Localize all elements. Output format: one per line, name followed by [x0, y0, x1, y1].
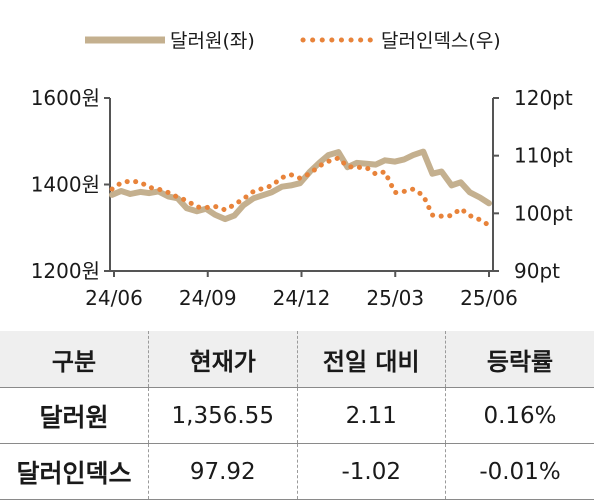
legend-label-usdkrw: 달러원(좌): [170, 30, 255, 52]
x-tick-label: 25/06: [460, 286, 518, 310]
left-tick-label: 1200원: [31, 259, 100, 283]
summary-table: 구분 현재가 전일 대비 등락률 달러원 1,356.55 2.11 0.16%…: [0, 331, 594, 500]
table-header-row: 구분 현재가 전일 대비 등락률: [0, 331, 594, 388]
header-category: 구분: [0, 331, 149, 388]
right-tick-label: 110pt: [514, 144, 573, 168]
cell-current-price: 1,356.55: [149, 388, 298, 444]
cell-current-price: 97.92: [149, 444, 298, 500]
legend: 달러원(좌) 달러인덱스(우): [85, 30, 501, 52]
exchange-rate-chart: 달러원(좌) 달러인덱스(우) 1200원 1400원 1600원 90pt 100p…: [0, 0, 594, 325]
x-tick-label: 24/12: [273, 286, 331, 310]
series-line-usdkrw: [112, 152, 489, 220]
cell-day-change: 2.11: [297, 388, 446, 444]
right-tick-label: 120pt: [514, 86, 573, 110]
table-row: 달러원 1,356.55 2.11 0.16%: [0, 388, 594, 444]
left-axis-ticks: 1200원 1400원 1600원: [31, 86, 110, 283]
x-tick-label: 24/09: [179, 286, 237, 310]
right-axis-ticks: 90pt 100pt 110pt 120pt: [493, 86, 573, 283]
cell-change-rate: -0.01%: [446, 444, 594, 500]
series-layer: [112, 152, 489, 226]
x-tick-label: 24/06: [85, 286, 143, 310]
right-tick-label: 100pt: [514, 201, 573, 225]
x-axis-ticks: 24/06 24/09 24/12 25/03 25/06: [85, 271, 518, 310]
left-tick-label: 1400원: [31, 173, 100, 197]
right-tick-label: 90pt: [514, 259, 560, 283]
header-day-change: 전일 대비: [297, 331, 446, 388]
header-change-rate: 등락률: [446, 331, 594, 388]
table-row: 달러인덱스 97.92 -1.02 -0.01%: [0, 444, 594, 500]
left-tick-label: 1600원: [31, 86, 100, 110]
x-tick-label: 25/03: [366, 286, 424, 310]
row-label: 달러원: [0, 388, 149, 444]
cell-day-change: -1.02: [297, 444, 446, 500]
cell-change-rate: 0.16%: [446, 388, 594, 444]
header-current-price: 현재가: [149, 331, 298, 388]
row-label: 달러인덱스: [0, 444, 149, 500]
legend-label-dxy: 달러인덱스(우): [381, 30, 501, 52]
